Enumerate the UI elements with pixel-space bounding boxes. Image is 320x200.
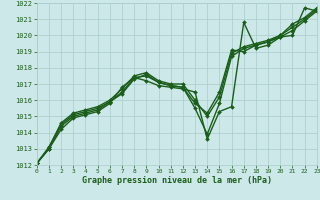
X-axis label: Graphe pression niveau de la mer (hPa): Graphe pression niveau de la mer (hPa) <box>82 176 272 185</box>
